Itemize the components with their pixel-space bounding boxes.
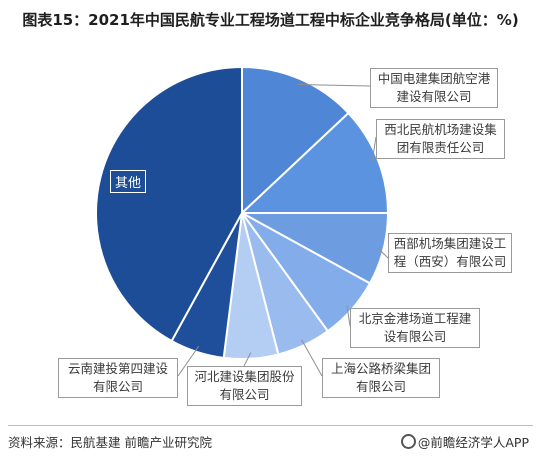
slice-label-other: 其他 — [110, 170, 147, 193]
leader-line-2 — [377, 247, 389, 259]
callout-label-hebei: 河北建设集团股份有限公司 — [187, 366, 302, 406]
brand-credit: @前瞻经济学人APP — [400, 432, 529, 451]
pie-slice-7 — [95, 65, 243, 343]
brand-credit-text: @前瞻经济学人APP — [417, 435, 529, 450]
pie-slice-1 — [239, 111, 390, 214]
leader-line-5 — [243, 352, 252, 367]
footer-divider — [8, 425, 533, 426]
callout-label-xibu: 西部机场集团建设工程（西安）有限公司 — [388, 233, 512, 273]
source-note: 资料来源：民航基建 前瞻产业研究院 — [8, 435, 212, 450]
callout-label-shanghai: 上海公路桥梁集团有限公司 — [322, 358, 440, 398]
callout-label-beijing: 北京金港场道工程建设有限公司 — [350, 308, 480, 348]
leader-line-6 — [177, 345, 200, 377]
chart-title: 图表15：2021年中国民航专业工程场道工程中标企业竞争格局(单位：%) — [22, 11, 519, 29]
callout-label-hangkonggang: 中国电建集团航空港建设有限公司 — [370, 68, 498, 108]
leader-line-3 — [346, 305, 351, 327]
leader-line-0 — [297, 84, 371, 87]
brand-logo-icon — [400, 434, 416, 449]
leader-line-1 — [371, 136, 377, 162]
pie-slice-0 — [241, 65, 350, 216]
callout-label-yunnan: 云南建投第四建设有限公司 — [58, 358, 178, 398]
leader-line-4 — [301, 339, 323, 377]
callout-label-xibei: 西北民航机场建设集团有限责任公司 — [376, 119, 505, 159]
